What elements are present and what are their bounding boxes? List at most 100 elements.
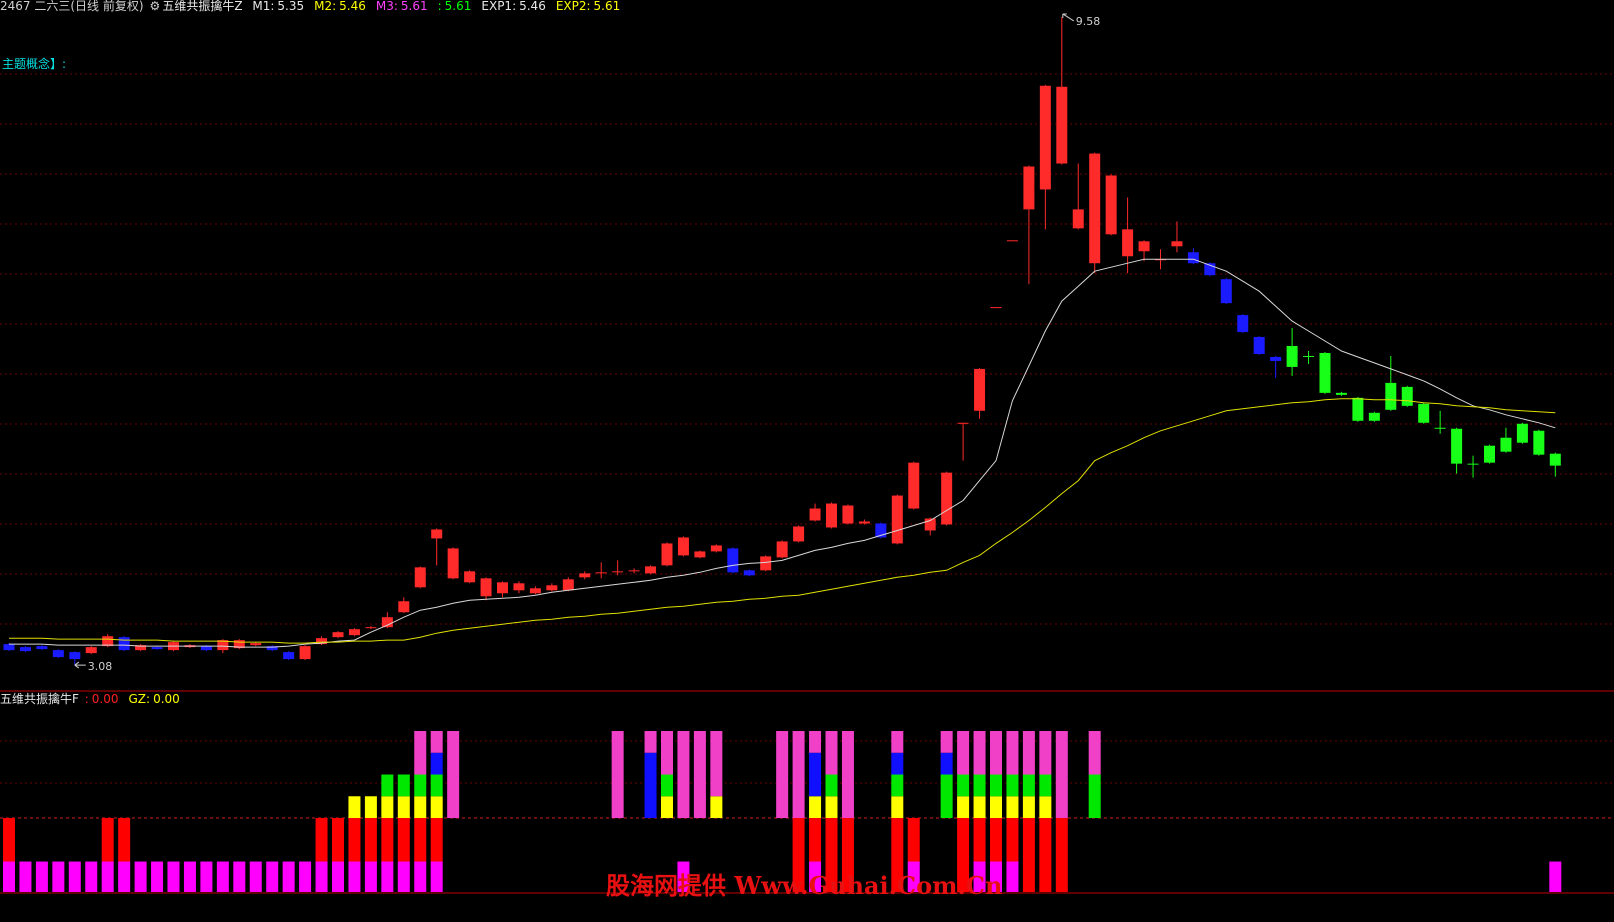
signal-bar bbox=[1055, 818, 1068, 892]
signal-bar bbox=[957, 731, 970, 775]
signal-bar bbox=[1549, 861, 1562, 892]
signal-bar bbox=[414, 796, 427, 819]
signal-bar bbox=[364, 861, 377, 892]
signal-bar bbox=[381, 818, 394, 862]
candle-body bbox=[497, 582, 508, 594]
candle-body bbox=[1105, 175, 1117, 235]
candle-body bbox=[1549, 453, 1561, 466]
candle-body bbox=[1484, 445, 1495, 463]
candle-body bbox=[760, 556, 772, 571]
candle-body bbox=[562, 579, 574, 591]
signal-bar bbox=[891, 731, 904, 753]
signal-bar bbox=[414, 818, 427, 862]
signal-bar bbox=[3, 861, 15, 892]
signal-bar bbox=[693, 731, 706, 819]
candle-body bbox=[69, 652, 81, 660]
candle-body bbox=[694, 551, 706, 558]
candle-body bbox=[135, 645, 147, 651]
signal-bar bbox=[282, 861, 295, 892]
signal-bar bbox=[68, 861, 81, 892]
candle-body bbox=[1023, 166, 1035, 210]
signal-bar bbox=[891, 774, 904, 797]
annotation-arrow bbox=[74, 661, 86, 669]
candle-body bbox=[645, 566, 657, 574]
indicator-label: GZ: bbox=[128, 692, 151, 706]
candle-body bbox=[924, 518, 936, 531]
signal-bar bbox=[3, 818, 15, 862]
moving-average-line bbox=[9, 398, 1556, 644]
annotation-label: 9.58 bbox=[1076, 15, 1101, 28]
signal-bar bbox=[973, 796, 986, 819]
candle-body bbox=[957, 422, 969, 424]
candle-body bbox=[612, 571, 624, 573]
candle-body bbox=[743, 570, 755, 576]
candle-body bbox=[1253, 337, 1265, 354]
signal-bar bbox=[891, 752, 904, 775]
signal-bar bbox=[430, 861, 443, 892]
candle-body bbox=[1467, 463, 1479, 465]
signal-bar bbox=[1022, 818, 1035, 892]
candle-body bbox=[826, 503, 837, 528]
signal-bar bbox=[85, 861, 98, 892]
candle-body bbox=[1204, 263, 1216, 276]
signal-bar bbox=[348, 861, 361, 892]
candle-body bbox=[941, 472, 953, 525]
indicator-value: 0.00 bbox=[91, 692, 119, 706]
signal-bar bbox=[825, 774, 838, 797]
indicator-label: : bbox=[84, 692, 89, 706]
candle-body bbox=[1500, 437, 1512, 452]
candle-body bbox=[36, 646, 48, 650]
signal-bar bbox=[990, 796, 1002, 819]
candle-body bbox=[480, 578, 492, 597]
signal-bar bbox=[381, 796, 394, 819]
candle-body bbox=[266, 646, 278, 651]
candle-body bbox=[348, 629, 360, 636]
indicator-value: 5.35 bbox=[277, 0, 305, 13]
candle-body bbox=[727, 548, 739, 573]
signal-bar bbox=[397, 796, 410, 819]
annotation-arrow bbox=[1062, 13, 1075, 22]
indicator-value: 5.46 bbox=[519, 0, 546, 13]
signal-bar bbox=[200, 861, 213, 892]
indicator-label: M1: bbox=[252, 0, 275, 13]
signal-bar bbox=[1006, 861, 1019, 892]
signal-bar bbox=[167, 861, 180, 892]
candle-body bbox=[151, 647, 163, 650]
watermark: 股海网提供 Www.Guhai.Com.Cn bbox=[606, 871, 1003, 900]
candle-body bbox=[1286, 345, 1298, 367]
signal-bar bbox=[940, 774, 953, 819]
signal-bar bbox=[677, 861, 690, 892]
lower-panel bbox=[0, 731, 1614, 892]
signal-bar bbox=[183, 861, 196, 892]
signal-bar bbox=[611, 731, 624, 819]
candle-body bbox=[414, 567, 426, 588]
signal-bar bbox=[644, 731, 657, 753]
candle-body bbox=[529, 588, 541, 594]
candle-body bbox=[513, 583, 525, 591]
candle-body bbox=[250, 643, 262, 646]
signal-bar bbox=[430, 796, 443, 819]
candle-body bbox=[661, 543, 673, 566]
candle-body bbox=[1187, 252, 1199, 264]
candle-body bbox=[102, 636, 114, 647]
signal-bar bbox=[332, 861, 344, 892]
candle-body bbox=[233, 640, 245, 649]
candle-body bbox=[875, 523, 887, 538]
signal-bar bbox=[364, 818, 377, 862]
signal-bar bbox=[940, 752, 953, 775]
lower-header: 五维共振擒牛F :0.00 GZ: 0.00 bbox=[0, 692, 190, 706]
signal-bar bbox=[216, 861, 229, 892]
signal-bar bbox=[397, 818, 410, 862]
signal-bar bbox=[661, 774, 673, 797]
candle-body bbox=[1089, 153, 1101, 264]
candle-body bbox=[1171, 241, 1183, 247]
signal-bar bbox=[414, 774, 427, 797]
signal-bar bbox=[710, 796, 723, 819]
signal-bar bbox=[397, 774, 410, 797]
candle-body bbox=[1270, 356, 1282, 361]
signal-bar bbox=[1006, 796, 1019, 819]
settings-icon[interactable]: ⚙ bbox=[149, 0, 161, 13]
lower-indicator-name: 五维共振擒牛F bbox=[0, 692, 79, 706]
